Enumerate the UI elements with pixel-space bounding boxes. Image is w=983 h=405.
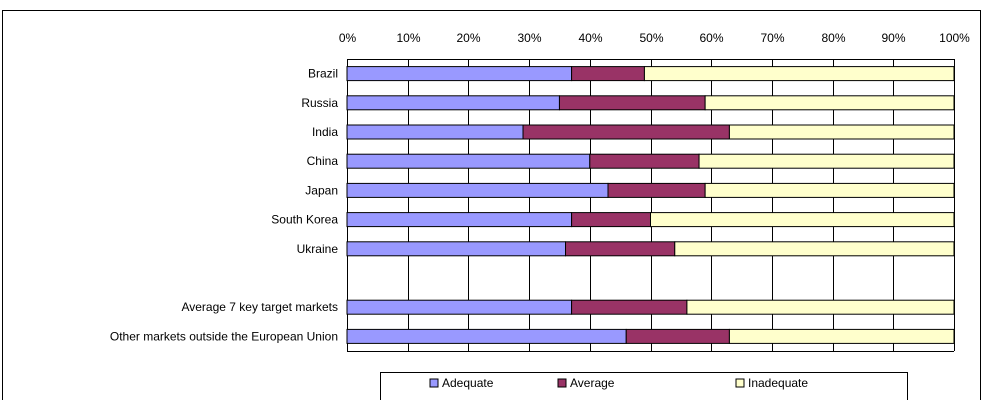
bar-segment-average (625, 328, 730, 344)
bar-segment-average (571, 299, 688, 315)
bar-segment-adequate (346, 66, 573, 82)
category-label: India (312, 125, 338, 139)
bar-segment-inadequate (643, 66, 955, 82)
bar-segment-inadequate (698, 153, 955, 169)
category-label: Average 7 key target markets (181, 300, 338, 314)
x-tick-label: 20% (456, 31, 480, 45)
legend-swatch (735, 378, 745, 388)
legend-swatch (429, 378, 439, 388)
bar-segment-adequate (346, 95, 560, 111)
bar-segment-inadequate (728, 328, 955, 344)
x-tick-label: 70% (760, 31, 784, 45)
category-label: China (307, 154, 339, 168)
legend-label: Average (570, 376, 615, 390)
legend: Adequate Average Inadequate (380, 372, 908, 401)
x-tick-label: 50% (639, 31, 663, 45)
bar-segment-inadequate (704, 182, 955, 198)
bar-segment-inadequate (650, 212, 955, 228)
x-tick-label: 60% (699, 31, 723, 45)
bar-segment-inadequate (728, 124, 955, 140)
bar-segment-adequate (346, 212, 573, 228)
x-axis-tick-labels: 0% 10% 20% 30% 40% 50% 60% 70% 80% 90% 100% (339, 31, 970, 45)
bar-segment-average (607, 182, 706, 198)
bar-segment-inadequate (674, 241, 955, 257)
x-tick-label: 40% (578, 31, 602, 45)
bar-segment-average (571, 66, 645, 82)
category-label: Brazil (308, 67, 338, 81)
bar-segment-inadequate (686, 299, 955, 315)
bar-segment-adequate (346, 182, 609, 198)
legend-label: Adequate (442, 376, 494, 390)
bar-segment-average (589, 153, 700, 169)
bar-segment-average (565, 241, 676, 257)
x-tick-label: 100% (939, 31, 970, 45)
x-tick-label: 90% (881, 31, 905, 45)
x-tick-label: 30% (517, 31, 541, 45)
y-axis-category-labels: Brazil Russia India China Japan South Korea Uk… (110, 67, 338, 344)
bar-segment-adequate (346, 124, 524, 140)
bar-segment-average (571, 212, 652, 228)
category-label: Russia (301, 96, 338, 110)
legend-swatch (557, 378, 567, 388)
bar-segment-adequate (346, 153, 591, 169)
bar-segment-average (558, 95, 706, 111)
bar-segment-inadequate (704, 95, 955, 111)
category-label: South Korea (271, 213, 338, 227)
x-tick-label: 0% (339, 31, 357, 45)
x-tick-label: 10% (396, 31, 420, 45)
bar-segment-adequate (346, 328, 627, 344)
legend-label: Inadequate (748, 376, 808, 390)
category-label: Ukraine (297, 242, 339, 256)
category-label: Other markets outside the European Union (110, 329, 338, 343)
bar-segment-adequate (346, 299, 573, 315)
x-tick-label: 80% (821, 31, 845, 45)
category-label: Japan (305, 183, 338, 197)
bar-segment-average (522, 124, 730, 140)
bars (346, 66, 955, 344)
bar-segment-adequate (346, 241, 567, 257)
legend-box (380, 372, 908, 401)
